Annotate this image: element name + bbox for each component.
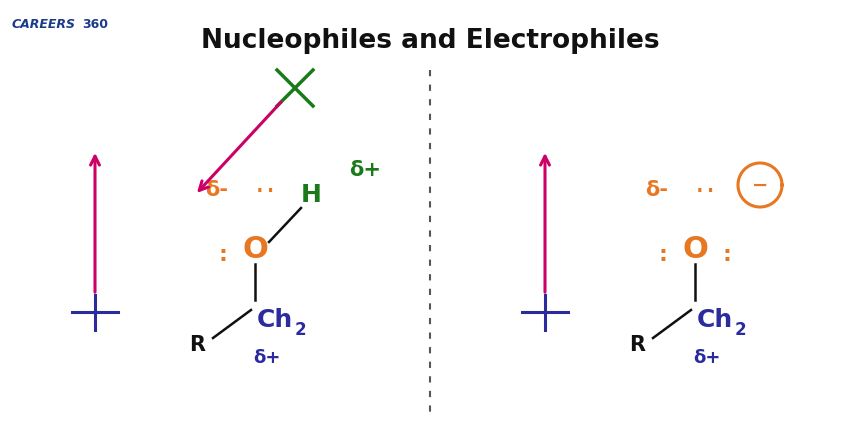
Text: δ+: δ+ bbox=[254, 349, 280, 367]
Text: R: R bbox=[189, 335, 205, 355]
Text: O: O bbox=[242, 236, 268, 264]
Text: 360: 360 bbox=[82, 18, 108, 31]
Text: Ch: Ch bbox=[257, 308, 293, 332]
Text: H: H bbox=[300, 183, 322, 207]
Text: :: : bbox=[659, 245, 667, 265]
Text: :: : bbox=[218, 245, 227, 265]
Text: δ-: δ- bbox=[646, 180, 668, 200]
Text: CAREERS: CAREERS bbox=[12, 18, 76, 31]
Text: −: − bbox=[752, 175, 768, 194]
Text: 2: 2 bbox=[735, 321, 746, 339]
Text: δ-: δ- bbox=[206, 180, 229, 200]
Text: ..: .. bbox=[253, 178, 277, 197]
Text: Ch: Ch bbox=[697, 308, 734, 332]
Text: Nucleophiles and Electrophiles: Nucleophiles and Electrophiles bbox=[200, 28, 660, 54]
Text: :: : bbox=[722, 245, 732, 265]
Text: ..: .. bbox=[693, 178, 716, 197]
Text: 2: 2 bbox=[295, 321, 307, 339]
Text: δ+: δ+ bbox=[349, 160, 381, 180]
Text: O: O bbox=[682, 236, 708, 264]
Text: δ+: δ+ bbox=[693, 349, 721, 367]
Text: R: R bbox=[629, 335, 645, 355]
